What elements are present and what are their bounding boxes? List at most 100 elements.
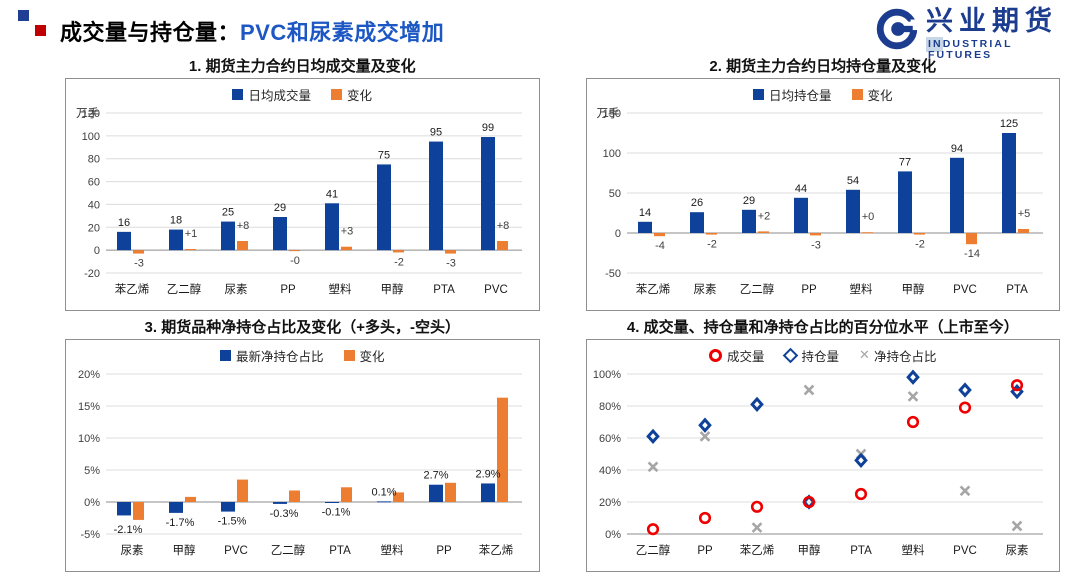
logo-company-name: 兴业期货 [926,6,1058,36]
svg-text:-3: -3 [811,239,821,251]
chart2-box: 日均持仓量 变化 万手 150 100 50 0 -50 14 -4 26 -2 29 +2 44 -3… [585,78,1060,311]
legend-label: 日均持仓量 [768,88,832,103]
svg-text:60%: 60% [598,433,620,445]
net-position-ratio-chart: 20% 15% 10% 5% 0% -5% -2.1% -1.7% -1.5% -0.3% -0.1… [78,369,522,557]
legend-label: 成交量 [727,349,765,364]
svg-text:-1.5%: -1.5% [218,516,247,528]
svg-text:-3: -3 [134,258,144,270]
svg-text:塑料: 塑料 [901,543,924,557]
svg-text:PTA: PTA [329,545,351,557]
svg-text:尿素: 尿素 [1005,544,1028,557]
svg-text:99: 99 [482,122,494,134]
svg-text:120: 120 [82,108,100,120]
svg-text:95: 95 [430,127,442,139]
panel-volume: 1. 期货主力合约日均成交量及变化 日均成交量 变化 万手 120 100 80 60… [65,56,540,311]
logo-company-name-en: INDUSTRIAL FUTURES [926,37,1010,60]
blue-swatch-icon [752,88,764,100]
svg-text:PP: PP [436,545,452,557]
panel-percentile: 4. 成交量、持仓量和净持仓占比的百分位水平（上市至今） 成交量 持仓量 ✕ 净… [585,317,1060,572]
svg-text:0.1%: 0.1% [371,486,396,498]
daily-volume-chart: 120100806040200-2016-318+125+829-041+375… [82,108,522,296]
page-header: 成交量与持仓量：PVC和尿素成交增加 兴业期货 INDUSTRIAL FUTUR… [10,6,1062,60]
svg-text:+3: +3 [341,226,354,238]
daily-open-interest-chart: 150 100 50 0 -50 14 -4 26 -2 29+2 44 -3 54 +0 77 -2 94 -1… [602,108,1043,296]
svg-text:2.9%: 2.9% [475,468,500,480]
svg-text:-2: -2 [707,239,717,251]
svg-text:-0.3%: -0.3% [270,508,299,520]
svg-text:苯乙烯: 苯乙烯 [479,543,514,557]
svg-text:乙二醇: 乙二醇 [739,282,774,296]
svg-text:-4: -4 [655,240,665,252]
svg-text:-0.1%: -0.1% [322,507,351,519]
chart2-legend: 日均持仓量 变化 [587,84,1060,104]
svg-text:41: 41 [326,188,338,200]
svg-text:-2: -2 [394,256,404,268]
decor-square-blue-icon [18,10,29,21]
svg-text:-5%: -5% [80,529,100,541]
svg-text:+0: +0 [861,211,874,223]
svg-text:乙二醇: 乙二醇 [635,543,670,557]
legend-item-change: 变化 [331,85,372,104]
svg-text:80%: 80% [598,401,620,413]
legend-label: 变化 [359,349,385,364]
chart1-unit-label: 万手 [76,108,99,120]
svg-text:16: 16 [118,217,130,229]
chart1-legend: 日均成交量 变化 [66,84,539,104]
gray-x-marker-icon: ✕ [859,347,870,362]
svg-text:PVC: PVC [224,545,248,557]
svg-text:150: 150 [602,108,620,120]
svg-text:0%: 0% [605,529,621,541]
svg-text:PP: PP [801,284,817,296]
company-logo: 兴业期货 INDUSTRIAL FUTURES [876,6,1058,60]
chart1-box: 日均成交量 变化 万手 120 100 80 60 40 20 0 -20 16 -3 18 +1 25… [65,78,540,311]
svg-text:29: 29 [742,195,754,207]
svg-text:PVC: PVC [953,545,977,557]
chart3-legend: 最新净持仓占比 变化 [66,345,539,365]
svg-text:-2.1%: -2.1% [114,524,143,536]
svg-text:PTA: PTA [850,545,872,557]
chart2-title: 2. 期货主力合约日均持仓量及变化 [709,58,937,75]
legend-item-oi-pct: 持仓量 [782,346,839,365]
svg-text:-0: -0 [290,255,300,267]
svg-text:PVC: PVC [484,284,508,296]
svg-text:54: 54 [846,175,858,187]
svg-text:+5: +5 [1017,208,1030,220]
svg-text:2.7%: 2.7% [423,470,448,482]
svg-text:苯乙烯: 苯乙烯 [635,282,670,296]
svg-text:乙二醇: 乙二醇 [271,543,306,557]
svg-text:94: 94 [950,143,962,155]
svg-text:塑料: 塑料 [849,282,872,296]
svg-text:-3: -3 [446,258,456,270]
svg-text:苯乙烯: 苯乙烯 [115,282,150,296]
legend-item-net-position: 最新净持仓占比 [219,346,324,365]
svg-text:尿素: 尿素 [225,283,248,296]
legend-item-netpos-pct: ✕ 净持仓占比 [859,346,936,365]
svg-text:20%: 20% [598,497,620,509]
svg-text:10%: 10% [78,433,100,445]
svg-text:塑料: 塑料 [381,543,404,557]
legend-label: 变化 [347,88,373,103]
svg-text:+8: +8 [237,220,250,232]
svg-text:40: 40 [88,199,100,211]
svg-text:0%: 0% [84,497,100,509]
page-title: 成交量与持仓量：PVC和尿素成交增加 [60,15,444,47]
svg-text:尿素: 尿素 [693,283,716,296]
svg-text:29: 29 [274,202,286,214]
svg-text:-50: -50 [605,268,621,280]
svg-text:125: 125 [999,118,1017,130]
svg-text:60: 60 [88,177,100,189]
svg-text:20%: 20% [78,369,100,381]
charts-grid: 1. 期货主力合约日均成交量及变化 日均成交量 变化 万手 120 100 80 60… [65,56,1060,572]
legend-item-volume: 日均成交量 [232,85,311,104]
svg-text:甲醇: 甲醇 [901,282,924,296]
blue-swatch-icon [232,88,244,100]
svg-text:-2: -2 [915,239,925,251]
page-title-black: 成交量与持仓量： [60,20,241,45]
chart4-legend: 成交量 持仓量 ✕ 净持仓占比 [587,345,1060,365]
svg-text:+1: +1 [185,228,198,240]
legend-label: 净持仓占比 [873,349,937,364]
orange-swatch-icon [343,349,355,361]
svg-text:甲醇: 甲醇 [381,282,404,296]
svg-text:100: 100 [82,131,100,143]
legend-item-change: 变化 [343,346,385,365]
